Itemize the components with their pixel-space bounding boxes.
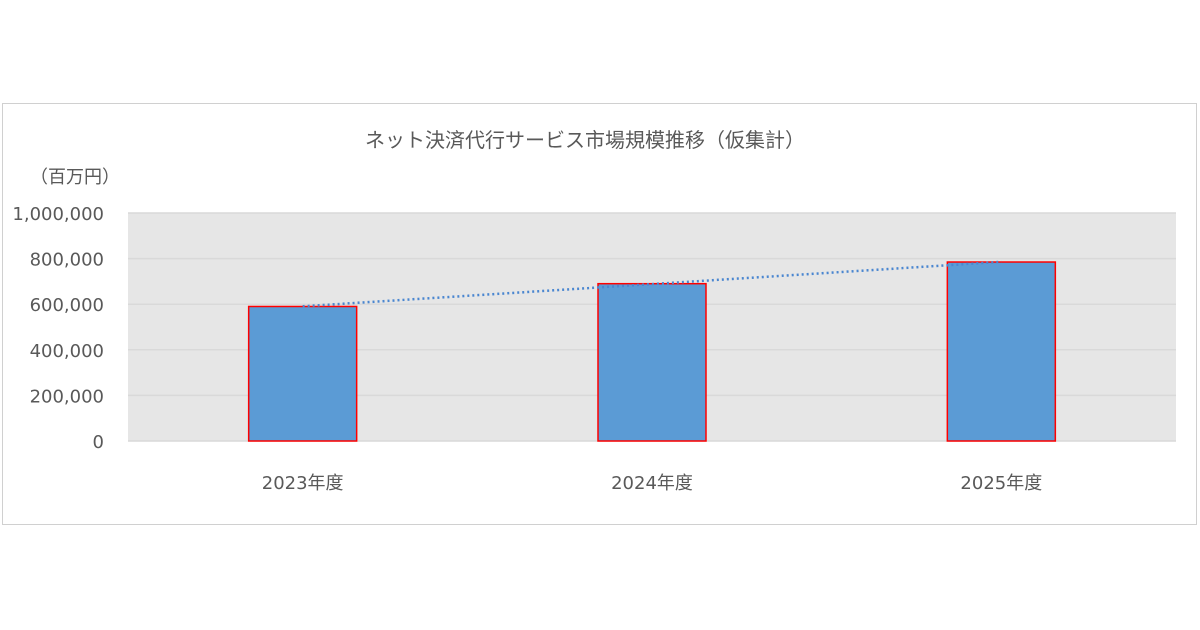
y-tick-label: 800,000 [30,250,104,271]
x-tick-label: 2025年度 [960,473,1042,494]
bar [946,261,1057,442]
y-unit-label: （百万円） [30,167,120,188]
y-tick-label: 200,000 [30,386,104,407]
bar [247,305,358,442]
chart-frame [2,103,1197,525]
x-tick-label: 2023年度 [262,473,344,494]
x-tick-label: 2024年度 [611,473,693,494]
trendline [302,260,1002,308]
bar [597,282,707,442]
y-tick-label: 1,000,000 [12,204,104,225]
chart-title: ネット決済代行サービス市場規模推移（仮集計） [365,128,805,152]
y-tick-label: 400,000 [30,341,104,362]
y-tick-label: 0 [93,432,104,453]
y-tick-label: 600,000 [30,295,104,316]
